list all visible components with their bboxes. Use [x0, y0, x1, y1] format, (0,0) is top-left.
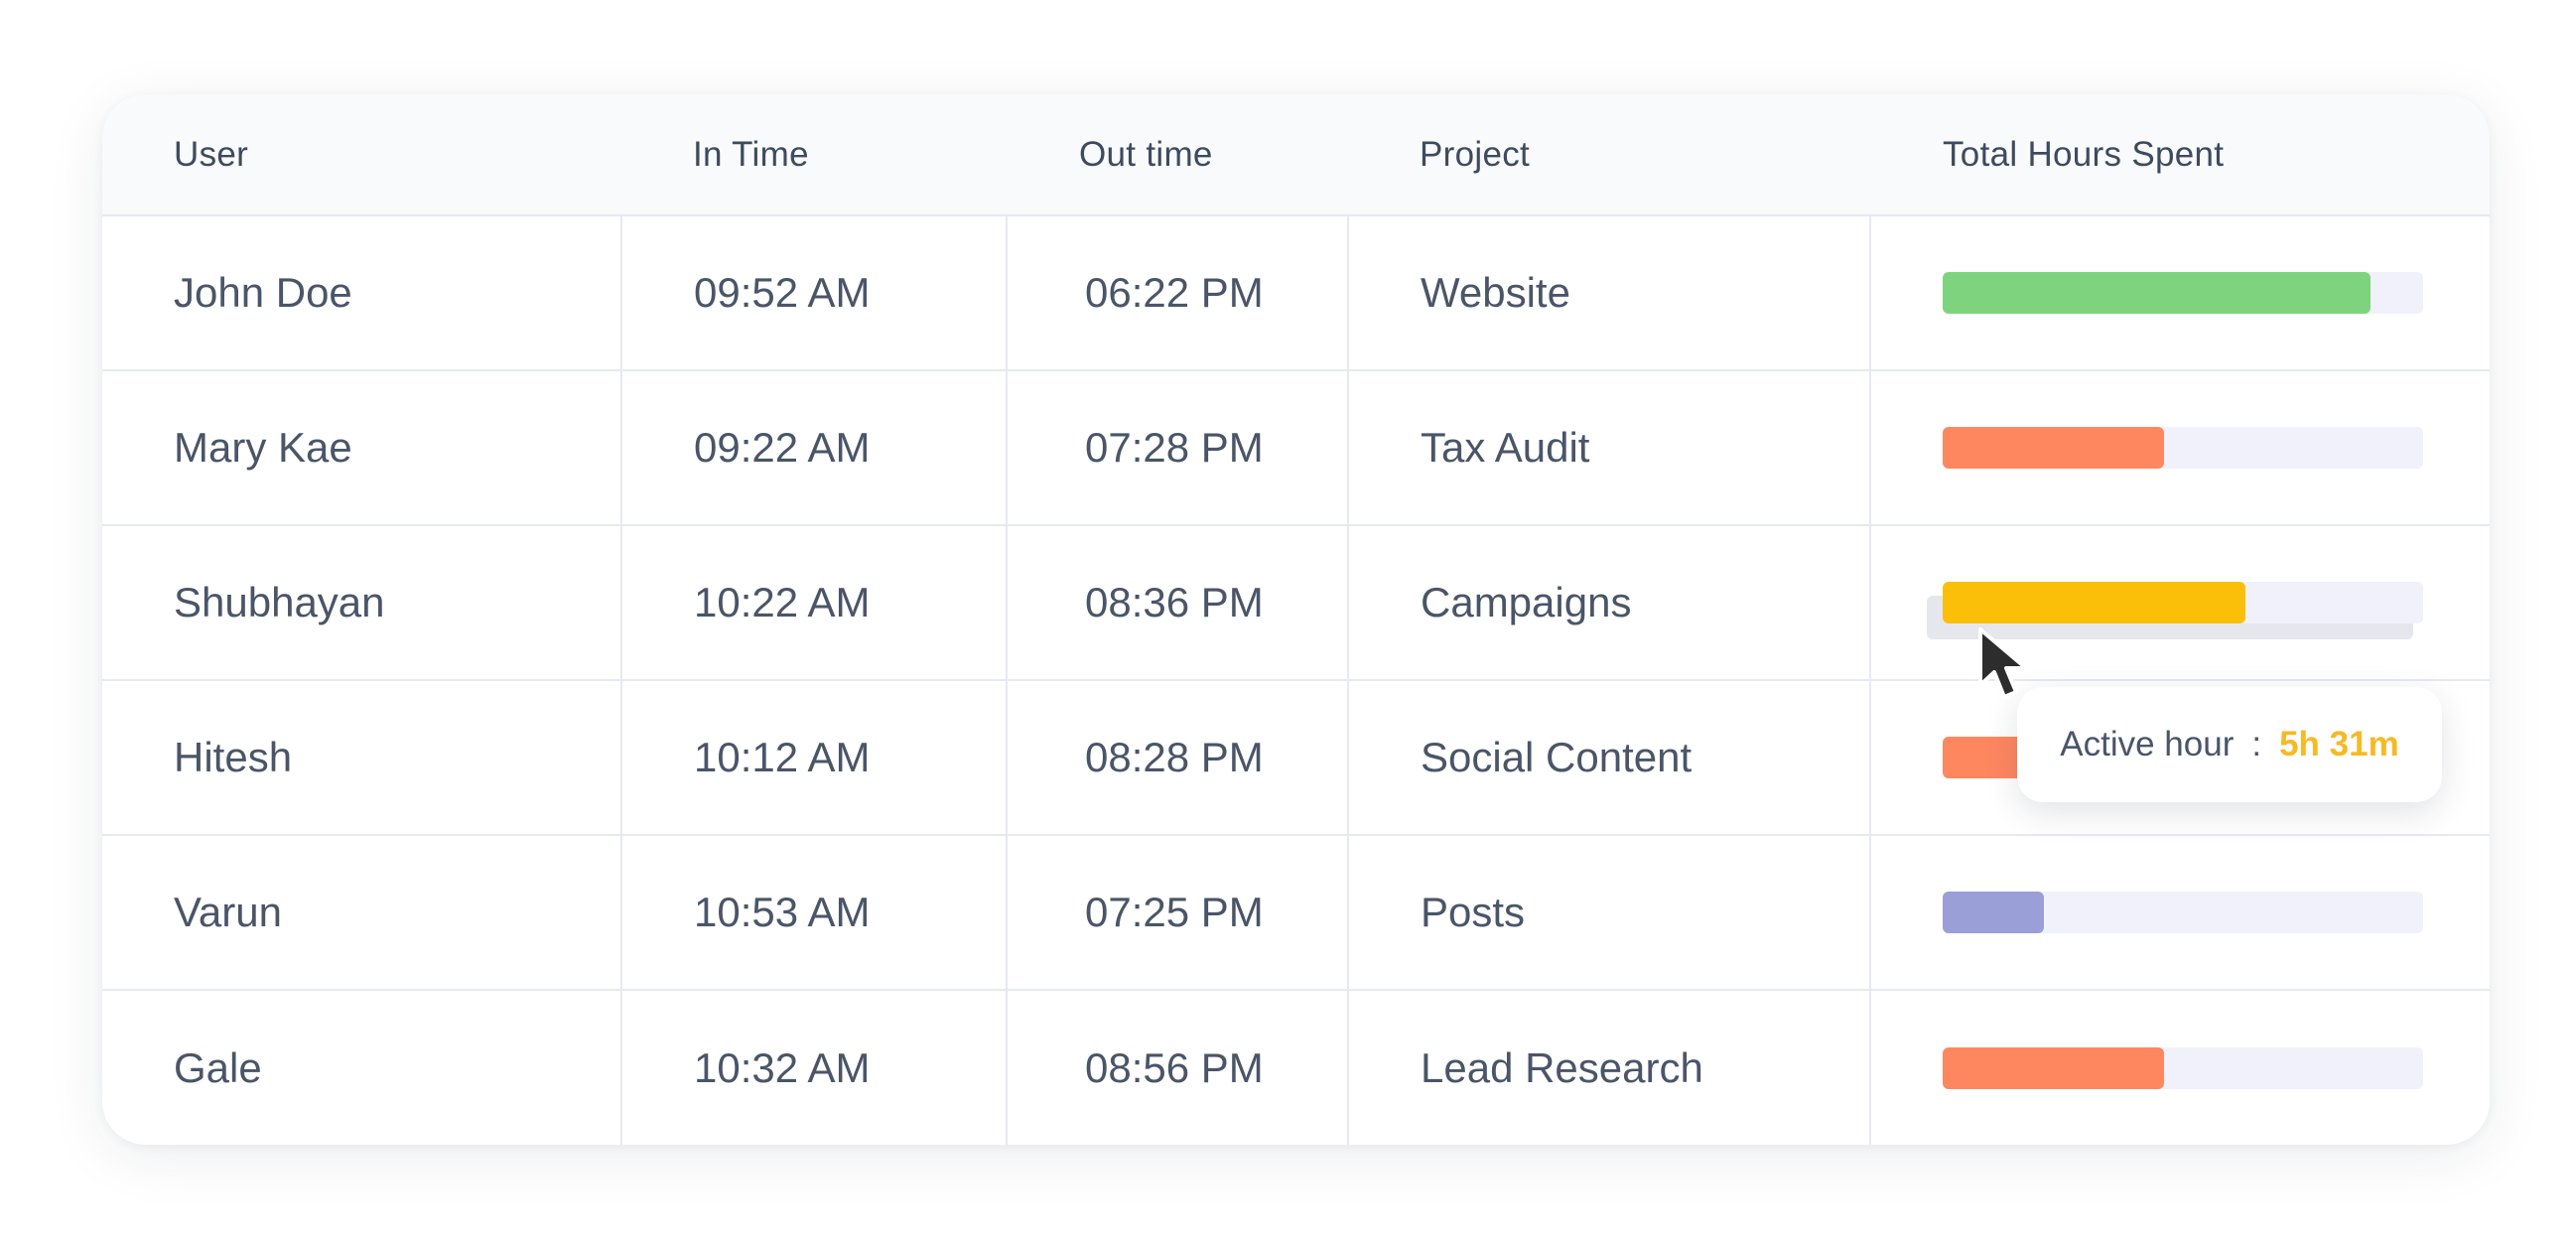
cell-out-time: 07:25 PM — [1007, 835, 1349, 991]
progress-bar[interactable] — [1943, 1046, 2490, 1089]
cell-in-time: 10:22 AM — [621, 525, 1008, 681]
cell-in-time: 09:22 AM — [621, 370, 1008, 526]
progress-fill — [1943, 892, 2044, 933]
header-total-hours[interactable]: Total Hours Spent — [1870, 94, 2490, 216]
table-row[interactable]: Hitesh 10:12 AM 08:28 PM Social Content — [102, 680, 2490, 836]
progress-bar[interactable] — [1943, 272, 2490, 314]
table-row[interactable]: Shubhayan 10:22 AM 08:36 PM Campaigns — [102, 525, 2490, 681]
cell-project: Social Content — [1348, 680, 1871, 836]
progress-track — [1943, 427, 2423, 469]
cell-project: Lead Research — [1348, 990, 1871, 1145]
progress-fill — [1943, 427, 2164, 469]
cell-out-time: 06:22 PM — [1007, 215, 1349, 371]
header-user[interactable]: User — [102, 94, 621, 216]
cell-total-hours — [1870, 835, 2490, 991]
cell-user: Mary Kae — [102, 370, 622, 526]
tooltip-value: 5h 31m — [2279, 725, 2399, 763]
table-row[interactable]: Mary Kae 09:22 AM 07:28 PM Tax Audit — [102, 370, 2490, 526]
cell-project: Posts — [1348, 835, 1871, 991]
progress-track — [1943, 1046, 2423, 1089]
progress-fill — [1943, 582, 2245, 623]
cell-project: Campaigns — [1348, 525, 1871, 681]
active-hour-tooltip: Active hour : 5h 31m — [2017, 687, 2442, 802]
header-out-time[interactable]: Out time — [1007, 94, 1348, 216]
progress-fill — [1943, 272, 2371, 314]
cell-in-time: 10:12 AM — [621, 680, 1008, 836]
tooltip-label: Active hour — [2060, 725, 2235, 763]
cell-out-time: 08:56 PM — [1007, 990, 1349, 1145]
cell-user: Hitesh — [102, 680, 622, 836]
table-row[interactable]: Gale 10:32 AM 08:56 PM Lead Research — [102, 990, 2490, 1145]
hours-table: User In Time Out time Project Total Hour… — [102, 94, 2490, 1145]
cell-in-time: 10:32 AM — [621, 990, 1008, 1145]
table-header: User In Time Out time Project Total Hour… — [102, 94, 2490, 216]
cell-user: John Doe — [102, 215, 622, 371]
tooltip-separator: : — [2251, 725, 2262, 763]
cell-out-time: 07:28 PM — [1007, 370, 1349, 526]
progress-bar-hovered[interactable] — [1927, 582, 2490, 639]
cell-total-hours — [1870, 990, 2490, 1145]
header-in-time[interactable]: In Time — [621, 94, 1007, 216]
mouse-pointer-icon — [1978, 627, 2028, 699]
cell-user: Gale — [102, 990, 622, 1145]
table-body: John Doe 09:52 AM 06:22 PM Website Mar — [102, 215, 2490, 1145]
progress-track — [1943, 892, 2423, 933]
table-row[interactable]: Varun 10:53 AM 07:25 PM Posts — [102, 835, 2490, 991]
table-row[interactable]: John Doe 09:52 AM 06:22 PM Website — [102, 215, 2490, 371]
cell-project: Tax Audit — [1348, 370, 1871, 526]
header-row: User In Time Out time Project Total Hour… — [102, 94, 2490, 216]
cell-out-time: 08:28 PM — [1007, 680, 1349, 836]
cell-total-hours — [1870, 525, 2490, 681]
progress-track — [1943, 272, 2423, 314]
cell-out-time: 08:36 PM — [1007, 525, 1349, 681]
progress-track — [1943, 582, 2423, 623]
progress-bar[interactable] — [1943, 892, 2490, 933]
header-project[interactable]: Project — [1348, 94, 1870, 216]
cell-user: Shubhayan — [102, 525, 622, 681]
cell-project: Website — [1348, 215, 1871, 371]
progress-bar[interactable] — [1943, 427, 2490, 469]
cell-total-hours — [1870, 215, 2490, 371]
cell-in-time: 09:52 AM — [621, 215, 1008, 371]
cell-total-hours — [1870, 370, 2490, 526]
cell-in-time: 10:53 AM — [621, 835, 1008, 991]
progress-fill — [1943, 1046, 2164, 1089]
hours-card: User In Time Out time Project Total Hour… — [102, 94, 2490, 1145]
cell-user: Varun — [102, 835, 622, 991]
